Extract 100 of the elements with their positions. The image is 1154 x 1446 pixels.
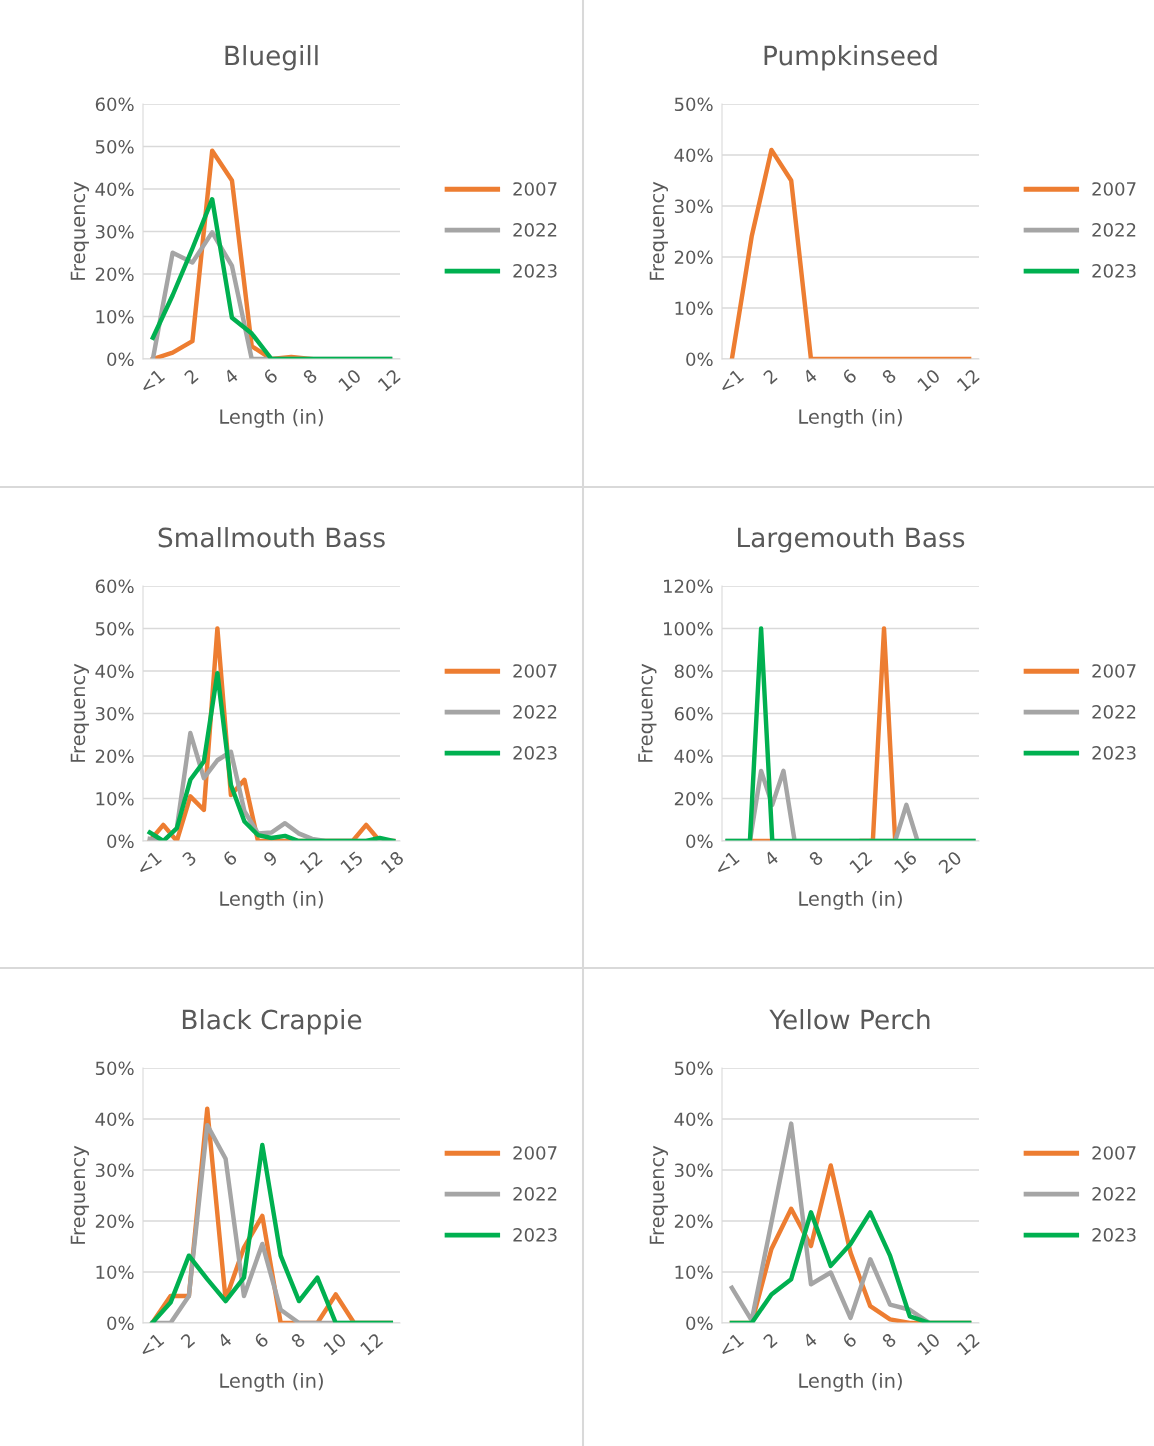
legend-label: 2007 [1092,664,1136,678]
legend-label: 2023 [513,1228,557,1242]
y-tick-label: 10% [96,791,134,806]
line-series [729,147,972,359]
x-axis-title: Length (in) [220,890,323,910]
legend-label: 2022 [1092,223,1136,237]
x-tick-label: <1 [138,1332,165,1358]
x-tick-label: 8 [302,368,318,385]
y-tick-label: 30% [95,706,134,721]
legend-label: 2007 [513,182,557,196]
y-tick-label: 20% [95,1214,134,1229]
y-tick-label: 50% [95,1061,134,1076]
x-tick-label: 10 [323,1332,347,1356]
chart-title: Largemouth Bass [738,527,965,553]
legend-label: 2007 [1092,1146,1136,1160]
legend-label: 2022 [513,223,557,237]
y-tick-label: 40% [95,182,134,197]
y-tick-label: 30% [674,199,713,214]
y-axis-title: Frequency [649,181,668,280]
y-tick-label: 60% [674,706,713,721]
y-tick-label: 40% [95,1112,134,1127]
line-series [147,670,396,841]
legend-label: 2022 [513,705,557,719]
y-tick-label: 100% [664,621,713,636]
x-tick-label: 4 [222,368,239,385]
x-tick-label: 4 [763,850,780,867]
line-series [150,196,393,359]
x-tick-label: 2 [762,368,778,385]
y-tick-label: 20% [95,267,134,282]
x-tick-label: 12 [956,368,980,392]
x-tick-label: 20 [937,850,963,874]
line-series [729,1210,972,1323]
legend-label: 2007 [513,1146,557,1160]
x-axis-title: Length (in) [220,1372,323,1392]
legend-label: 2023 [1092,264,1136,278]
x-tick-label: 2 [183,368,199,385]
x-tick-label: 6 [253,1332,270,1349]
x-tick-label: 10 [916,1332,941,1356]
legend-label: 2007 [513,664,557,678]
chart-title: Smallmouth Bass [158,527,385,548]
chart-title: Bluegill [225,45,318,71]
x-tick-label: <1 [713,850,740,876]
x-tick-label: 2 [180,1332,196,1349]
x-tick-label: 8 [290,1332,306,1349]
chart-title: Yellow Perch [769,1009,930,1030]
x-axis-title: Length (in) [799,1372,902,1392]
x-tick-label: 18 [380,850,405,874]
legend-label: 2022 [1092,1187,1136,1201]
x-tick-label: 12 [956,1332,980,1356]
y-axis-title: Frequency [70,1145,89,1244]
y-tick-label: 0% [686,352,713,367]
y-tick-label: 20% [674,250,713,265]
y-tick-label: 0% [686,834,713,849]
y-tick-label: 0% [686,1316,713,1331]
x-tick-label: 16 [893,850,918,874]
y-tick-label: 40% [674,148,713,163]
y-tick-label: 0% [107,1316,134,1331]
y-tick-label: 10% [96,1265,134,1280]
x-tick-label: 3 [181,850,197,867]
x-tick-label: 6 [841,1332,858,1349]
y-axis-title: Frequency [70,181,89,280]
x-tick-label: 10 [916,368,941,392]
x-tick-label: 6 [222,850,238,867]
x-tick-label: 4 [801,1332,818,1349]
legend-label: 2022 [1092,705,1136,719]
x-tick-label: 10 [337,368,362,392]
y-tick-label: 30% [95,224,134,239]
y-axis-title: Frequency [649,1145,668,1244]
y-tick-label: 50% [95,139,134,154]
y-tick-label: 30% [674,1163,713,1178]
x-tick-label: <1 [717,368,744,394]
x-tick-label: 4 [216,1332,233,1349]
x-tick-label: 12 [299,850,323,874]
x-axis-title: Length (in) [220,408,323,428]
y-tick-label: 50% [674,1061,713,1076]
y-tick-label: 0% [107,834,134,849]
y-tick-label: 50% [95,621,134,636]
legend-label: 2022 [513,1187,557,1201]
x-axis-title: Length (in) [799,890,902,910]
y-tick-label: 10% [675,1265,713,1280]
y-tick-label: 40% [674,749,713,764]
y-tick-label: 50% [674,97,713,112]
y-axis-title: Frequency [70,663,89,762]
x-tick-label: <1 [138,368,165,394]
y-tick-label: 20% [674,1214,713,1229]
x-tick-label: 8 [881,1332,897,1349]
legend-label: 2023 [1092,1228,1136,1242]
x-tick-label: 6 [841,368,858,385]
legend-label: 2023 [513,264,557,278]
x-tick-label: 6 [262,368,279,385]
y-tick-label: 60% [95,579,134,594]
y-tick-label: 20% [674,791,713,806]
y-tick-label: 40% [95,664,134,679]
x-tick-label: <1 [135,850,162,876]
x-tick-label: 12 [377,368,401,392]
chart-title: Black Crappie [182,1009,362,1035]
y-tick-label: 80% [674,664,713,679]
y-axis-title: Frequency [638,663,657,762]
legend-label: 2023 [1092,746,1136,760]
legend-label: 2007 [1092,182,1136,196]
